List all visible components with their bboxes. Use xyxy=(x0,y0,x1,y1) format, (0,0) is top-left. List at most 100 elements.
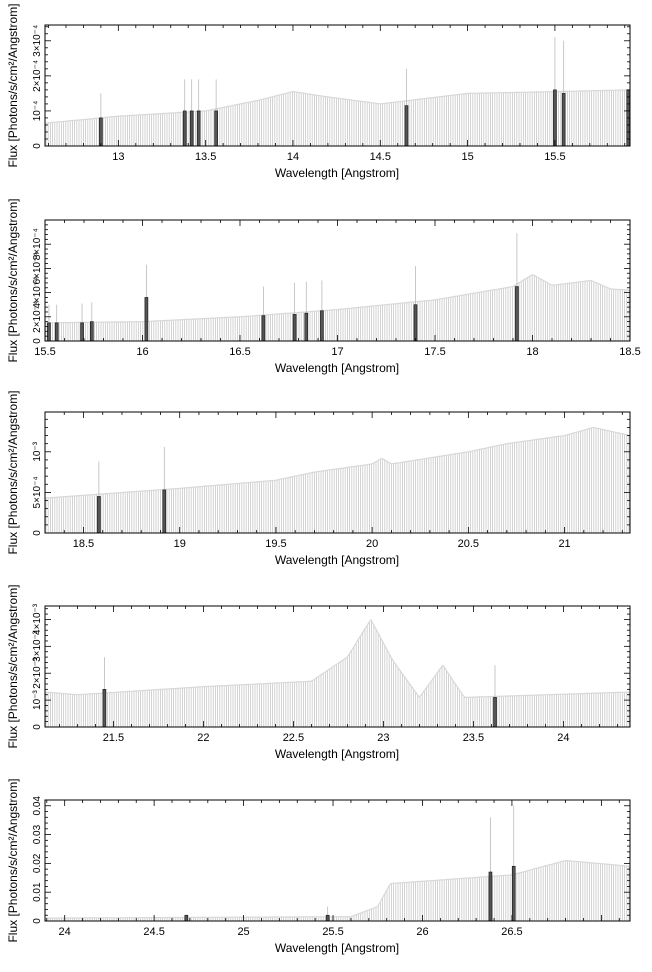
y-tick-label: 2×10⁻³ xyxy=(32,657,43,689)
y-axis-label: Flux [Photons/s/cm²/Angstrom] xyxy=(6,390,20,554)
continuum-envelope xyxy=(44,618,629,699)
continuum-envelope xyxy=(44,426,630,499)
line-bar xyxy=(102,689,107,728)
y-tick-label: 10⁻⁴ xyxy=(32,101,43,122)
y-tick-label: 0.03 xyxy=(32,824,43,844)
y-tick-label: 5×10⁻⁴ xyxy=(32,476,43,508)
x-tick-label: 24 xyxy=(557,732,569,744)
x-tick-label: 13.5 xyxy=(195,151,216,163)
y-axis-label: Flux [Photons/s/cm²/Angstrom] xyxy=(6,198,20,362)
x-tick-label: 13 xyxy=(112,151,124,163)
x-tick-label: 15.5 xyxy=(34,346,55,358)
line-bar xyxy=(493,697,497,728)
line-bar xyxy=(54,322,59,342)
y-tick-label: 3×10⁻³ xyxy=(32,630,43,662)
panel-5: 24 24.5 25 25.5 26 26.5 0 0.01 0.02 0.03 0.04 Wavel… xyxy=(6,778,631,955)
line-bar xyxy=(553,89,557,147)
x-axis-label: Wavelength [Angstrom] xyxy=(275,941,399,955)
y-tick-label: 3×10⁻⁴ xyxy=(32,25,43,57)
x-tick-label: 16 xyxy=(136,346,148,358)
continuum-envelope xyxy=(44,89,630,124)
x-tick-label: 14.5 xyxy=(370,151,391,163)
y-axis-label: Flux [Photons/s/cm²/Angstrom] xyxy=(6,584,20,748)
x-tick-label: 21 xyxy=(558,538,570,550)
line-bar xyxy=(214,110,218,147)
y-tick-label: 0 xyxy=(32,530,43,536)
x-tick-label: 20 xyxy=(366,538,378,550)
x-tick-label: 14 xyxy=(287,151,299,163)
line-bar xyxy=(99,117,103,147)
y-axis-label: Flux [Photons/s/cm²/Angstrom] xyxy=(6,778,20,942)
y-tick-label: 0.01 xyxy=(32,882,43,902)
x-tick-label: 18.5 xyxy=(619,346,640,358)
x-tick-label: 22.5 xyxy=(283,732,304,744)
x-tick-label: 25 xyxy=(237,926,249,938)
x-axis-label: Wavelength [Angstrom] xyxy=(275,361,399,375)
x-tick-label: 15 xyxy=(461,151,473,163)
y-tick-label: 8×10⁻⁴ xyxy=(32,228,43,260)
line-bar xyxy=(80,322,84,342)
y-tick-label: 0.04 xyxy=(32,796,43,816)
continuum-bins xyxy=(45,89,630,146)
panel-2: 15.5 16 16.5 17 17.5 18 18.5 0 2×10⁻⁴4×10⁻⁴6×10⁻… xyxy=(6,198,641,375)
y-tick-label: 4×10⁻³ xyxy=(32,603,43,635)
x-axis-label: Wavelength [Angstrom] xyxy=(275,166,399,180)
continuum-envelope xyxy=(45,859,630,919)
y-tick-label: 10⁻³ xyxy=(32,690,43,710)
line-bar xyxy=(189,110,194,147)
line-bar xyxy=(325,914,330,922)
line-bar xyxy=(515,286,519,342)
line-bar xyxy=(561,93,566,147)
y-tick-label: 0 xyxy=(32,143,43,149)
x-tick-label: 22 xyxy=(197,732,209,744)
x-tick-label: 24 xyxy=(59,926,71,938)
panel-3: 18.5 19 19.5 20 20.5 21 0 5×10⁻⁴ 10⁻³ Wavelength … xyxy=(6,390,631,567)
x-tick-label: 19 xyxy=(174,538,186,550)
y-tick-label: 2×10⁻⁴ xyxy=(32,60,43,92)
x-tick-label: 17.5 xyxy=(424,346,445,358)
line-bar xyxy=(144,297,149,342)
x-tick-label: 25.5 xyxy=(322,926,343,938)
line-bar xyxy=(162,489,167,534)
x-tick-label: 21.5 xyxy=(103,732,124,744)
continuum-bins xyxy=(45,427,630,533)
x-tick-label: 20.5 xyxy=(458,538,479,550)
continuum-bins xyxy=(45,274,630,341)
y-tick-label: 10⁻³ xyxy=(32,441,43,461)
y-tick-label: 0 xyxy=(32,724,43,730)
line-bar xyxy=(90,321,94,342)
line-bar xyxy=(47,322,51,342)
continuum-envelope xyxy=(44,274,630,324)
line-bar xyxy=(97,496,101,534)
line-bar xyxy=(304,312,309,342)
line-bar xyxy=(182,110,187,147)
line-bar xyxy=(184,914,189,922)
x-tick-label: 23 xyxy=(377,732,389,744)
y-tick-label: 0.02 xyxy=(32,853,43,873)
y-tick-label: 2×10⁻⁴ xyxy=(32,301,43,333)
x-tick-label: 18.5 xyxy=(73,538,94,550)
panel-4: 21.5 22 22.5 23 23.5 24 0 10⁻³2×10⁻³3×10⁻³4×10⁻… xyxy=(6,584,631,761)
x-tick-label: 26 xyxy=(416,926,428,938)
line-bar xyxy=(292,314,297,342)
line-bar xyxy=(261,315,266,342)
line-bar xyxy=(488,871,493,922)
x-axis-label: Wavelength [Angstrom] xyxy=(275,553,399,567)
x-tick-label: 24.5 xyxy=(143,926,164,938)
x-tick-label: 26.5 xyxy=(501,926,522,938)
x-axis-label: Wavelength [Angstrom] xyxy=(275,747,399,761)
x-tick-label: 16.5 xyxy=(229,346,250,358)
continuum-bins xyxy=(45,860,630,921)
line-bar xyxy=(404,105,409,147)
line-bar xyxy=(196,110,201,147)
x-tick-label: 18 xyxy=(526,346,538,358)
x-tick-label: 17 xyxy=(331,346,343,358)
plot-frame xyxy=(44,605,631,728)
continuum-bins xyxy=(45,620,630,727)
panel-1: 13 13.5 14 14.5 15 15.5 0 10⁻⁴ 2×10⁻⁴ 3×10⁻⁴ Wavel… xyxy=(6,3,631,180)
x-tick-label: 15.5 xyxy=(544,151,565,163)
y-tick-label: 6×10⁻⁴ xyxy=(32,252,43,284)
y-tick-label: 4×10⁻⁴ xyxy=(32,277,43,309)
y-axis-label: Flux [Photons/s/cm²/Angstrom] xyxy=(6,3,20,167)
